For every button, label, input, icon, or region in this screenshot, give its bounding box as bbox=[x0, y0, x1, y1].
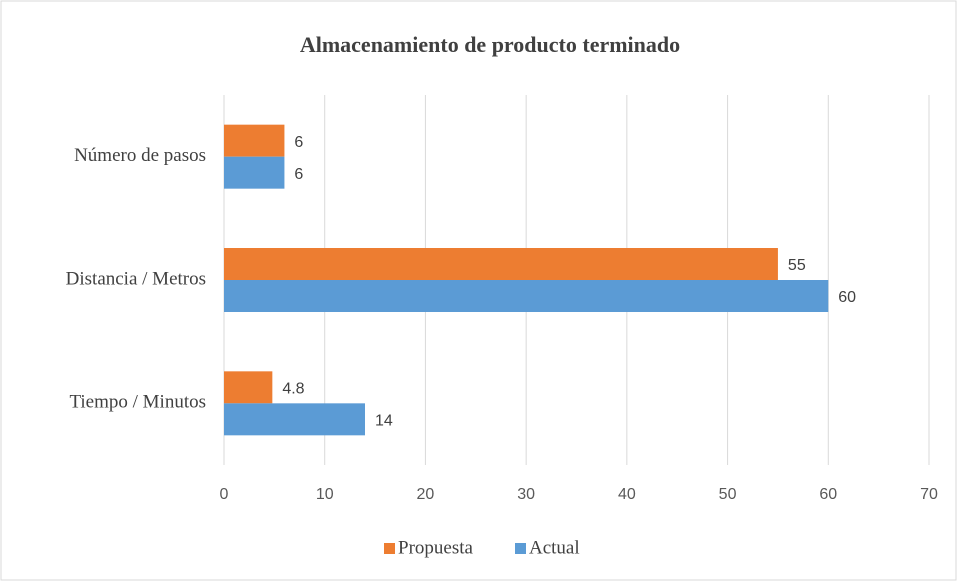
x-tick-label: 50 bbox=[719, 486, 737, 503]
x-tick-label: 30 bbox=[517, 486, 535, 503]
bar bbox=[224, 156, 285, 189]
y-tick-label: Tiempo / Minutos bbox=[69, 392, 206, 413]
x-tick-label: 0 bbox=[220, 486, 229, 503]
data-label: 6 bbox=[294, 134, 303, 151]
data-label: 60 bbox=[838, 289, 856, 306]
x-tick-label: 70 bbox=[920, 486, 938, 503]
bar bbox=[224, 371, 273, 404]
chart-title: Almacenamiento de producto terminado bbox=[300, 32, 680, 57]
legend-label: Actual bbox=[529, 537, 580, 558]
x-tick-label: 40 bbox=[618, 486, 636, 503]
bar bbox=[224, 280, 829, 312]
bar bbox=[224, 248, 778, 280]
data-label: 55 bbox=[788, 257, 806, 274]
x-tick-label: 10 bbox=[316, 486, 334, 503]
legend-label: Propuesta bbox=[398, 537, 474, 558]
y-tick-label: Distancia / Metros bbox=[66, 268, 206, 289]
bar bbox=[224, 124, 285, 157]
x-tick-label: 60 bbox=[819, 486, 837, 503]
legend-swatch bbox=[384, 543, 395, 554]
bar bbox=[224, 403, 365, 436]
data-label: 6 bbox=[294, 166, 303, 183]
y-tick-label: Número de pasos bbox=[74, 145, 206, 166]
x-tick-label: 20 bbox=[417, 486, 435, 503]
data-label: 4.8 bbox=[282, 381, 304, 398]
data-label: 14 bbox=[375, 413, 393, 430]
legend-swatch bbox=[515, 543, 526, 554]
